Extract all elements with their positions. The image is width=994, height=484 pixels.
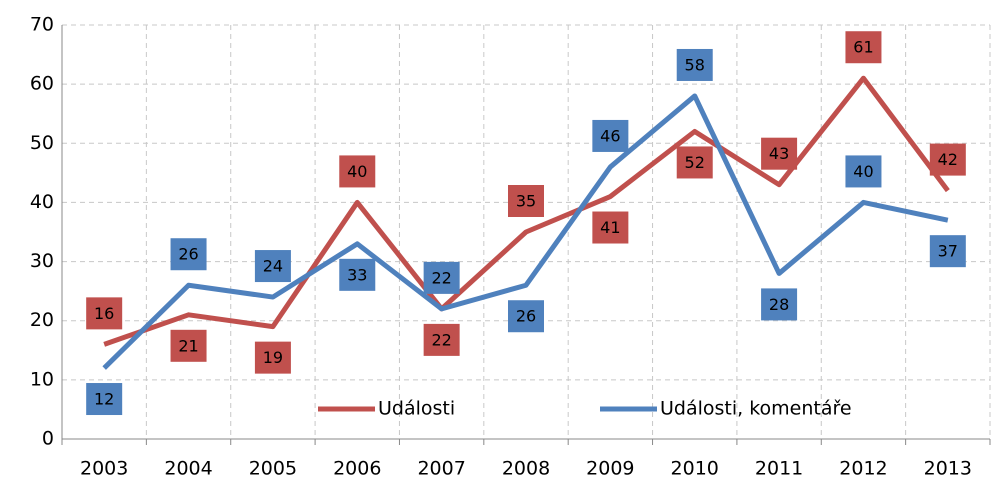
y-tick-label: 60: [30, 73, 54, 95]
data-label: 19: [263, 348, 283, 367]
series-line: [103, 75, 950, 347]
data-label-box: [761, 288, 798, 321]
data-label: 52: [685, 153, 705, 172]
data-label-box: [170, 238, 207, 271]
data-label-box: [592, 211, 629, 244]
data-label: 33: [347, 265, 367, 284]
series-line: [102, 93, 949, 370]
data-label-box: [423, 261, 460, 294]
data-label-box: [86, 297, 123, 330]
data-label-box: [339, 258, 376, 291]
data-label: 41: [600, 218, 620, 237]
y-tick-label: 70: [30, 14, 54, 36]
data-label-box: [592, 119, 629, 152]
x-tick-label: 2007: [417, 458, 465, 480]
data-label: 26: [516, 307, 536, 326]
data-label: 21: [178, 336, 198, 355]
data-label-box: [676, 146, 713, 179]
data-label-box: [761, 137, 798, 170]
legend-label: Události, komentáře: [660, 398, 852, 420]
x-tick-label: 2013: [924, 458, 972, 480]
x-tick-label: 2006: [333, 458, 381, 480]
x-tick-label: 2009: [586, 458, 634, 480]
x-tick-label: 2003: [80, 458, 128, 480]
x-tick-label: 2004: [164, 458, 212, 480]
data-label: 16: [94, 304, 114, 323]
data-label: 46: [600, 126, 620, 145]
data-label: 28: [769, 295, 789, 314]
data-label-box: [929, 235, 966, 268]
data-label: 42: [938, 150, 958, 169]
data-label-box: [254, 341, 291, 374]
y-tick-label: 40: [30, 191, 54, 213]
data-label: 58: [685, 55, 705, 74]
data-label-box: [170, 329, 207, 362]
x-tick-label: 2008: [502, 458, 550, 480]
y-tick-label: 0: [42, 428, 54, 450]
data-label-box: [845, 31, 882, 64]
data-label-box: [676, 48, 713, 81]
data-label-box: [423, 323, 460, 356]
data-label: 22: [431, 268, 451, 287]
data-label-box: [929, 143, 966, 176]
data-label-box: [254, 250, 291, 283]
data-label-box: [508, 185, 544, 217]
data-label: 37: [938, 242, 958, 261]
legend-label: Události: [378, 398, 455, 420]
data-label-box: [508, 300, 544, 333]
y-tick-label: 20: [30, 309, 54, 331]
x-tick-label: 2005: [249, 458, 297, 480]
x-tick-label: 2011: [755, 458, 803, 480]
data-label: 40: [347, 162, 367, 181]
data-label: 26: [178, 245, 198, 264]
data-label: 22: [431, 330, 451, 349]
data-label-box: [845, 155, 882, 188]
y-tick-label: 10: [30, 368, 54, 390]
data-label: 24: [263, 257, 283, 276]
data-label: 12: [94, 390, 114, 409]
x-tick-label: 2012: [839, 458, 887, 480]
data-label: 40: [853, 162, 873, 181]
data-label: 43: [769, 144, 789, 163]
data-label: 35: [516, 192, 536, 211]
data-label-box: [339, 155, 376, 188]
x-tick-label: 2010: [671, 458, 719, 480]
y-tick-label: 50: [30, 132, 54, 154]
data-label: 61: [853, 38, 873, 57]
y-tick-label: 30: [30, 250, 54, 272]
data-label-box: [86, 383, 123, 416]
